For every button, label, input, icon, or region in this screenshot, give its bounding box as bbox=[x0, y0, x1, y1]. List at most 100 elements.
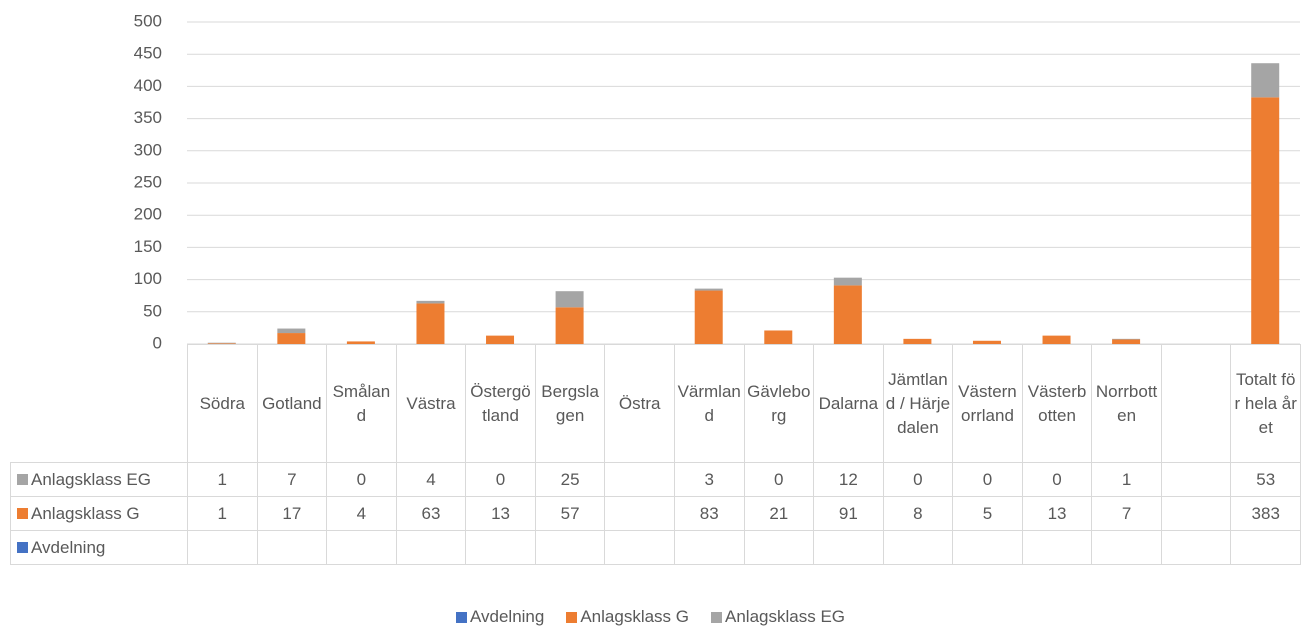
table-cell: 17 bbox=[256, 496, 328, 531]
series-name: Anlagsklass G bbox=[31, 503, 140, 523]
bar-segment bbox=[346, 341, 375, 344]
bar-segment bbox=[1251, 63, 1280, 98]
legend-item: Anlagsklass G bbox=[566, 607, 689, 627]
table-cell bbox=[187, 530, 258, 565]
category-label: Västerbotten bbox=[1021, 344, 1093, 463]
y-tick-label: 200 bbox=[134, 205, 162, 224]
category-label: Södra bbox=[187, 344, 258, 463]
bar-segment bbox=[416, 303, 445, 344]
category-label: Värmland bbox=[673, 344, 745, 463]
y-tick-label: 100 bbox=[134, 269, 162, 288]
bar-segment bbox=[207, 342, 236, 344]
table-cell: 53 bbox=[1230, 462, 1301, 497]
bar-segment bbox=[694, 290, 723, 344]
legend-key bbox=[17, 474, 28, 485]
table-cell: 13 bbox=[465, 496, 536, 531]
table-cell: 1 bbox=[1091, 462, 1162, 497]
table-cell: 63 bbox=[395, 496, 467, 531]
legend-key bbox=[17, 508, 28, 519]
y-tick-label: 0 bbox=[153, 333, 162, 352]
category-label: Gävleborg bbox=[743, 344, 815, 463]
table-cell bbox=[256, 530, 328, 565]
table-cell bbox=[813, 530, 884, 565]
bar-segment bbox=[694, 288, 723, 291]
bar-segment bbox=[972, 340, 1001, 344]
table-cell bbox=[604, 530, 675, 565]
bar-segment bbox=[1251, 97, 1280, 345]
table-row-header: Avdelning bbox=[10, 530, 188, 565]
y-tick-label: 450 bbox=[134, 44, 162, 63]
category-label: Dalarna bbox=[813, 344, 884, 463]
bar-segment bbox=[833, 277, 862, 286]
bar-segment bbox=[1112, 339, 1141, 344]
table-cell bbox=[604, 496, 675, 531]
category-label: Jämtland / Härjedalen bbox=[882, 344, 954, 463]
y-tick-label: 500 bbox=[134, 11, 162, 30]
table-cell bbox=[1160, 462, 1232, 497]
category-label: Totalt för hela året bbox=[1230, 344, 1301, 463]
table-cell: 0 bbox=[882, 462, 954, 497]
table-cell bbox=[1160, 496, 1232, 531]
legend-label: Avdelning bbox=[469, 607, 545, 626]
y-tick-label: 250 bbox=[134, 172, 162, 191]
table-cell: 5 bbox=[952, 496, 1023, 531]
table-cell: 7 bbox=[1091, 496, 1162, 531]
table-row-header: Anlagsklass G bbox=[10, 496, 188, 531]
bar-segment bbox=[207, 343, 236, 344]
table-cell bbox=[673, 530, 745, 565]
category-label bbox=[1160, 344, 1232, 463]
series-name: Avdelning bbox=[31, 537, 106, 557]
table-cell: 3 bbox=[673, 462, 745, 497]
table-cell: 0 bbox=[743, 462, 815, 497]
table-cell: 13 bbox=[1021, 496, 1093, 531]
table-cell: 1 bbox=[187, 462, 258, 497]
table-cell: 0 bbox=[465, 462, 536, 497]
legend-key bbox=[566, 611, 578, 623]
table-cell bbox=[604, 462, 675, 497]
table-cell bbox=[743, 530, 815, 565]
table-cell: 83 bbox=[673, 496, 745, 531]
table-cell bbox=[326, 530, 397, 565]
y-tick-label: 350 bbox=[134, 108, 162, 127]
table-cell: 4 bbox=[326, 496, 397, 531]
legend-label: Anlagsklass G bbox=[580, 607, 690, 626]
table-cell bbox=[1091, 530, 1162, 565]
category-label: Västra bbox=[395, 344, 467, 463]
category-label: Östergötland bbox=[465, 344, 536, 463]
legend: Avdelning Anlagsklass G Anlagsklass EG bbox=[0, 607, 1301, 627]
table-cell bbox=[534, 530, 606, 565]
table-cell: 7 bbox=[256, 462, 328, 497]
legend-key bbox=[455, 611, 467, 623]
legend-item: Anlagsklass EG bbox=[711, 607, 845, 627]
bar-segment bbox=[416, 300, 445, 304]
y-tick-label: 50 bbox=[143, 301, 162, 320]
table-cell: 0 bbox=[1021, 462, 1093, 497]
table-cell: 25 bbox=[534, 462, 606, 497]
table-cell bbox=[952, 530, 1023, 565]
table-cell: 8 bbox=[882, 496, 954, 531]
bar-segment bbox=[1112, 338, 1141, 340]
bar-segment bbox=[277, 333, 306, 344]
table-cell: 21 bbox=[743, 496, 815, 531]
category-label: Gotland bbox=[256, 344, 328, 463]
table-cell bbox=[1230, 530, 1301, 565]
table-cell bbox=[882, 530, 954, 565]
table-cell: 383 bbox=[1230, 496, 1301, 531]
table-cell: 12 bbox=[813, 462, 884, 497]
bar-segment bbox=[277, 328, 306, 334]
legend-label: Anlagsklass EG bbox=[725, 607, 846, 626]
category-label: Östra bbox=[604, 344, 675, 463]
bar-segment bbox=[555, 307, 584, 344]
table-cell: 0 bbox=[952, 462, 1023, 497]
y-tick-label: 150 bbox=[134, 237, 162, 256]
legend-key bbox=[17, 542, 28, 553]
bar-segment bbox=[833, 285, 862, 344]
bar-segment bbox=[555, 291, 584, 308]
y-tick-label: 300 bbox=[134, 140, 162, 159]
legend-item: Avdelning bbox=[455, 607, 545, 627]
y-tick-label: 400 bbox=[134, 76, 162, 95]
bar-segment bbox=[764, 330, 793, 344]
table-cell: 57 bbox=[534, 496, 606, 531]
category-label: Västernorrland bbox=[952, 344, 1023, 463]
